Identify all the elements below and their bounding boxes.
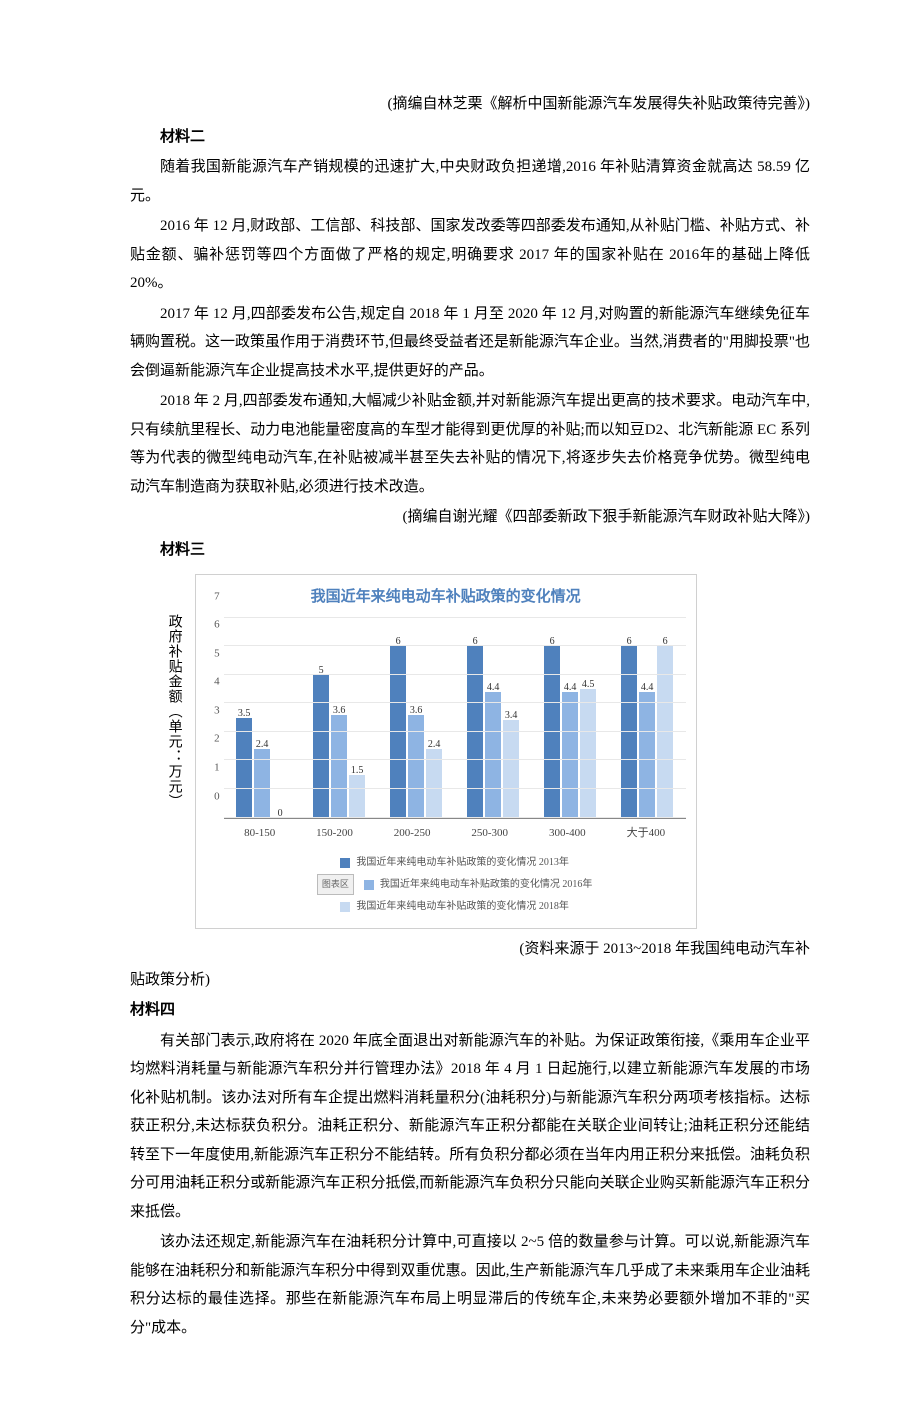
gridline xyxy=(224,645,686,646)
m4-p2: 该办法还规定,新能源汽车在油耗积分计算中,可直接以 2~5 倍的数量参与计算。可… xyxy=(130,1228,810,1342)
bar: 4.5 xyxy=(580,689,596,818)
bar-group: 3.52.40 xyxy=(236,718,288,818)
x-tick: 150-200 xyxy=(316,823,353,844)
bar: 4.4 xyxy=(485,692,501,818)
gridline xyxy=(224,817,686,818)
bar-value-label: 4.5 xyxy=(582,675,595,694)
bar-value-label: 2.4 xyxy=(256,735,269,754)
y-tick: 5 xyxy=(202,643,220,664)
bar-value-label: 6 xyxy=(663,632,668,651)
y-tick: 3 xyxy=(202,700,220,721)
y-axis-label: 政府补贴金额（单元：万元） xyxy=(160,574,187,809)
gridline xyxy=(224,674,686,675)
bar-value-label: 4.4 xyxy=(487,678,500,697)
x-tick: 80-150 xyxy=(244,823,275,844)
legend-label: 我国近年来纯电动车补贴政策的变化情况 2018年 xyxy=(356,897,569,916)
m2-p4: 2018 年 2 月,四部委发布通知,大幅减少补贴金额,并对新能源汽车提出更高的… xyxy=(130,387,810,501)
m2-p1: 随着我国新能源汽车产销规模的迅速扩大,中央财政负担递增,2016 年补贴清算资金… xyxy=(130,153,810,210)
legend-swatch xyxy=(340,902,350,912)
bar: 4.4 xyxy=(562,692,578,818)
document-page: (摘编自林芝栗《解析中国新能源汽车发展得失补贴政策待完善》) 材料二 随着我国新… xyxy=(0,0,920,1404)
y-tick: 0 xyxy=(202,786,220,807)
bar: 1.5 xyxy=(349,775,365,818)
legend-label: 我国近年来纯电动车补贴政策的变化情况 2013年 xyxy=(356,853,569,872)
plot-area: 3.52.4053.61.563.62.464.43.464.44.564.46… xyxy=(224,618,686,819)
y-tick: 7 xyxy=(202,586,220,607)
gridline xyxy=(224,617,686,618)
x-tick: 250-300 xyxy=(471,823,508,844)
bar: 3.4 xyxy=(503,720,519,817)
bar: 5 xyxy=(313,675,329,818)
bar-value-label: 0 xyxy=(278,804,283,823)
citation-material1: (摘编自林芝栗《解析中国新能源汽车发展得失补贴政策待完善》) xyxy=(130,90,810,119)
x-tick: 300-400 xyxy=(549,823,586,844)
bar-value-label: 6 xyxy=(550,632,555,651)
bar-value-label: 6 xyxy=(396,632,401,651)
legend-item: 我国近年来纯电动车补贴政策的变化情况 2018年 xyxy=(224,897,686,916)
y-tick: 4 xyxy=(202,672,220,693)
chart-container: 政府补贴金额（单元：万元） 我国近年来纯电动车补贴政策的变化情况 3.5 2.4 0… xyxy=(130,574,810,929)
bar: 3.5 xyxy=(236,718,252,818)
bar-value-label: 2.4 xyxy=(428,735,441,754)
m2-p3: 2017 年 12 月,四部委发布公告,规定自 2018 年 1 月至 2020… xyxy=(130,300,810,386)
chart-box: 我国近年来纯电动车补贴政策的变化情况 3.5 2.4 0 5 3.6 1.5 6 3.6 2.4… xyxy=(195,574,697,929)
gridline xyxy=(224,788,686,789)
gridline xyxy=(224,759,686,760)
m3-source-prefix: (资料来源于 2013~2018 年我国纯电动汽车补 xyxy=(130,935,810,964)
m3-source-suffix: 贴政策分析) xyxy=(130,966,810,995)
x-tick: 200-250 xyxy=(394,823,431,844)
m2-p2: 2016 年 12 月,财政部、工信部、科技部、国家发改委等四部委发布通知,从补… xyxy=(130,212,810,298)
legend-label: 我国近年来纯电动车补贴政策的变化情况 2016年 xyxy=(380,875,593,894)
heading-material4: 材料四 xyxy=(130,996,810,1025)
heading-material3: 材料三 xyxy=(130,536,810,565)
bar-value-label: 3.4 xyxy=(505,706,518,725)
bar-group: 5 3.6 1.5 xyxy=(313,675,365,818)
legend-badge: 图表区 xyxy=(317,874,354,895)
chart-outer: 政府补贴金额（单元：万元） 我国近年来纯电动车补贴政策的变化情况 3.5 2.4 0… xyxy=(160,574,856,929)
bar-value-label: 3.5 xyxy=(238,704,251,723)
m4-p1: 有关部门表示,政府将在 2020 年底全面退出对新能源汽车的补贴。为保证政策衔接… xyxy=(130,1027,810,1227)
x-tick: 大于400 xyxy=(627,823,666,844)
bar-value-label: 1.5 xyxy=(351,761,364,780)
legend-swatch xyxy=(364,880,374,890)
gridline xyxy=(224,731,686,732)
bar: 4.4 xyxy=(639,692,655,818)
bar-value-label: 6 xyxy=(473,632,478,651)
y-tick: 1 xyxy=(202,758,220,779)
bar-value-label: 5 xyxy=(319,661,324,680)
citation-material2: (摘编自谢光耀《四部委新政下狠手新能源汽车财政补贴大降》) xyxy=(130,503,810,532)
heading-material2: 材料二 xyxy=(130,123,810,152)
legend-swatch xyxy=(340,858,350,868)
bar-value-label: 4.4 xyxy=(641,678,654,697)
bar-value-label: 3.6 xyxy=(410,701,423,720)
bar-value-label: 6 xyxy=(627,632,632,651)
bar-value-label: 4.4 xyxy=(564,678,577,697)
bar-value-label: 3.6 xyxy=(333,701,346,720)
y-tick: 2 xyxy=(202,729,220,750)
x-axis: 80-150 150-200 200-250 250-300 300-400 大于400 xyxy=(224,823,686,844)
gridline xyxy=(224,702,686,703)
chart-legend: 我国近年来纯电动车补贴政策的变化情况 2013年图表区我国近年来纯电动车补贴政策… xyxy=(224,853,686,916)
y-tick: 6 xyxy=(202,615,220,636)
legend-item: 我国近年来纯电动车补贴政策的变化情况 2013年 xyxy=(224,853,686,872)
legend-item: 图表区 我国近年来纯电动车补贴政策的变化情况 2016年 xyxy=(224,874,686,895)
chart-title: 我国近年来纯电动车补贴政策的变化情况 xyxy=(196,575,696,618)
